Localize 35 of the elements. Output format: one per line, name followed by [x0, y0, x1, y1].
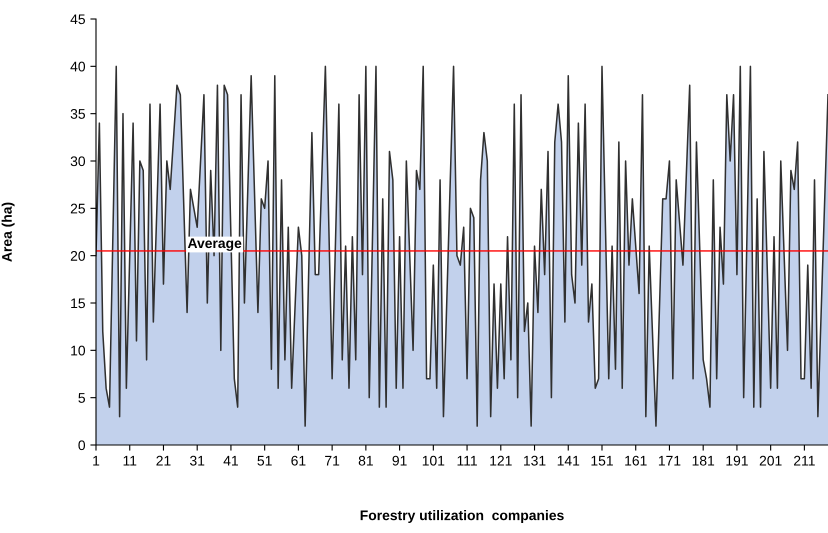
y-tick-label: 10: [71, 346, 86, 356]
x-tick-label: 131: [524, 456, 546, 466]
y-tick-label: 45: [70, 14, 86, 24]
x-tick-label: 101: [422, 456, 444, 466]
y-tick-label: 15: [71, 298, 86, 308]
x-tick-label: 161: [625, 456, 647, 466]
x-tick-label: 51: [257, 456, 272, 466]
x-tick-label: 71: [325, 456, 340, 466]
x-tick-label: 21: [156, 456, 171, 466]
x-tick-label: 41: [224, 456, 238, 466]
y-tick-label: 35: [70, 109, 86, 119]
x-tick-label: 151: [591, 456, 613, 466]
x-tick-label: 61: [291, 456, 306, 466]
y-tick-label: 30: [70, 156, 86, 166]
x-tick-label: 91: [392, 456, 407, 466]
x-tick-label: 181: [692, 456, 714, 466]
x-tick-label: 141: [558, 456, 580, 466]
x-tick-label: 121: [490, 456, 512, 466]
x-tick-label: 171: [658, 456, 680, 466]
y-tick-label: 40: [70, 62, 86, 72]
x-axis-title: Forestry utilization companies: [360, 510, 564, 523]
x-tick-label: 201: [760, 456, 782, 466]
x-tick-label: 211: [794, 456, 815, 466]
x-tick-label: 11: [124, 456, 136, 466]
x-tick-label: 31: [190, 456, 204, 466]
y-tick-label: 0: [78, 440, 86, 450]
x-tick-label: 191: [726, 456, 748, 466]
y-tick-label: 5: [78, 393, 85, 403]
y-tick-label: 20: [70, 251, 86, 261]
ref-line-label: Average: [188, 238, 242, 251]
y-tick-label: 25: [70, 204, 86, 214]
x-tick-label: 111: [458, 456, 477, 466]
x-tick-label: 1: [93, 456, 100, 466]
y-axis-title: Area (ha): [2, 202, 15, 262]
x-tick-label: 81: [358, 456, 373, 466]
